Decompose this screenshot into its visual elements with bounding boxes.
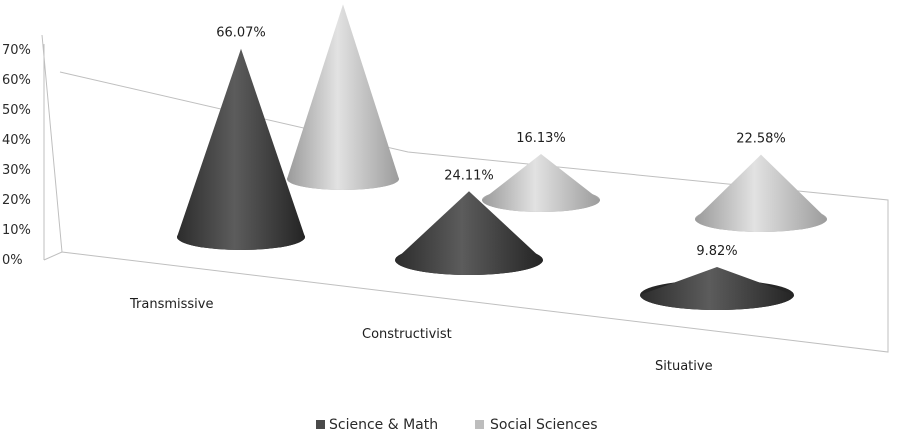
y-tick-label: 40% (2, 133, 31, 148)
legend-swatch-social-sciences (475, 420, 484, 429)
cone-body (640, 267, 794, 310)
legend: Science & Math Social Sciences (316, 417, 598, 433)
cone-1-2 (695, 154, 827, 232)
cone-0-2 (640, 267, 794, 310)
legend-swatch-science-math (316, 420, 325, 429)
cone-body (395, 191, 543, 275)
legend-label-science-math: Science & Math (329, 417, 438, 433)
y-axis-ticks: 0% 10% 20% 30% 40% 50% 60% 70% (2, 43, 31, 268)
cone-1-0 (287, 4, 399, 190)
cone-1-1 (482, 154, 600, 212)
y-tick-label: 20% (2, 193, 31, 208)
floor-front-edge (43, 251, 63, 261)
cones-layer (177, 4, 827, 310)
category-label: Constructivist (362, 327, 452, 342)
data-label: 9.82% (696, 244, 737, 259)
y-tick-label: 50% (2, 103, 31, 118)
y-tick-label: 30% (2, 163, 31, 178)
data-label: 16.13% (516, 131, 566, 146)
y-tick-label: 10% (2, 223, 31, 238)
category-label: Situative (655, 359, 713, 374)
cone-0-0 (177, 48, 305, 250)
cone-body (177, 48, 305, 250)
cone-0-1 (395, 191, 543, 275)
legend-label-social-sciences: Social Sciences (490, 417, 598, 433)
y-tick-label: 60% (2, 73, 31, 88)
y-tick-label: 0% (2, 253, 23, 268)
category-labels-layer: Transmissive Constructivist Situative (129, 297, 713, 374)
cone-body (482, 154, 600, 212)
data-label: 66.07% (216, 26, 266, 41)
data-labels-layer: 61.29%16.13%22.58%66.07%24.11%9.82% (216, 26, 786, 259)
category-label: Transmissive (129, 297, 213, 312)
y-tick-label: 70% (2, 43, 31, 58)
cone-body (695, 154, 827, 232)
data-label: 22.58% (736, 132, 786, 147)
cone-body (287, 4, 399, 190)
data-label: 24.11% (444, 168, 494, 183)
